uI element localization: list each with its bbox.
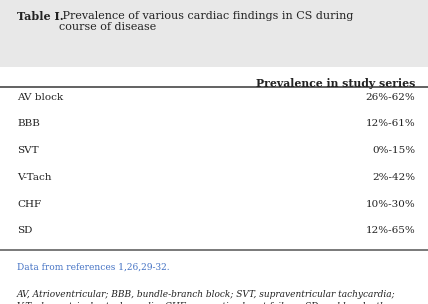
Text: 12%-65%: 12%-65% xyxy=(366,226,415,236)
Text: BBB: BBB xyxy=(17,119,40,129)
Text: SD: SD xyxy=(17,226,33,236)
Text: 0%-15%: 0%-15% xyxy=(372,146,415,155)
Text: CHF: CHF xyxy=(17,200,41,209)
Text: 10%-30%: 10%-30% xyxy=(366,200,415,209)
Text: V-Tach: V-Tach xyxy=(17,173,52,182)
Text: 12%-61%: 12%-61% xyxy=(366,119,415,129)
Text: AV, Atrioventricular; BBB, bundle-branch block; SVT, supraventricular tachycardi: AV, Atrioventricular; BBB, bundle-branch… xyxy=(17,290,396,304)
Text: Prevalence in study series: Prevalence in study series xyxy=(256,78,415,88)
Text: Data from references 1,26,29-32.: Data from references 1,26,29-32. xyxy=(17,262,170,271)
Text: AV block: AV block xyxy=(17,93,63,102)
Text: Table I.: Table I. xyxy=(17,11,64,22)
Text: Prevalence of various cardiac findings in CS during
course of disease: Prevalence of various cardiac findings i… xyxy=(59,11,353,32)
Text: SVT: SVT xyxy=(17,146,39,155)
Text: 26%-62%: 26%-62% xyxy=(366,93,415,102)
Text: 2%-42%: 2%-42% xyxy=(372,173,415,182)
FancyBboxPatch shape xyxy=(0,0,428,67)
